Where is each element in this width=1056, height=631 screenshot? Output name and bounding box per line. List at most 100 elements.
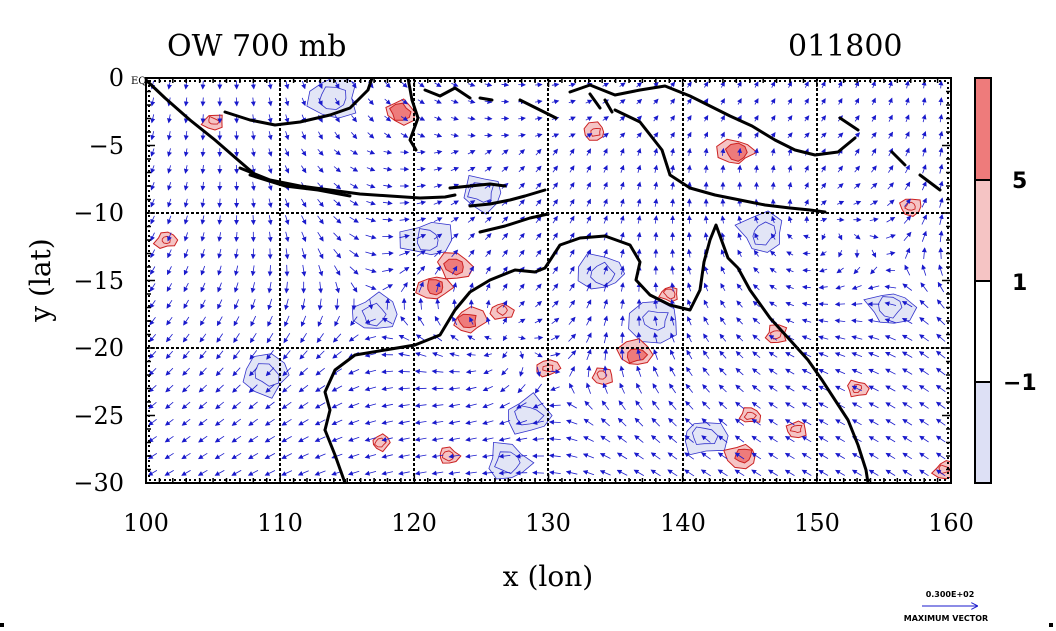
wind-vector <box>735 384 744 393</box>
wind-vector <box>818 335 829 341</box>
wind-vector <box>653 315 659 326</box>
wind-vector <box>499 402 510 409</box>
wind-vector <box>467 150 476 155</box>
wind-vector <box>365 251 377 257</box>
wind-vector <box>267 148 273 157</box>
wind-vector <box>535 182 542 190</box>
wind-vector <box>348 403 360 409</box>
wind-vector <box>835 436 846 443</box>
wind-vector <box>164 435 174 443</box>
wind-vector <box>718 384 727 393</box>
wind-vector <box>737 147 743 156</box>
wind-vector <box>234 265 239 276</box>
wind-vector <box>314 470 326 476</box>
wind-vector <box>871 114 877 122</box>
wind-vector <box>720 81 725 88</box>
wind-vector <box>200 148 206 157</box>
wind-vector <box>751 418 761 426</box>
wind-vector <box>703 265 709 275</box>
wind-vector <box>250 315 257 327</box>
wind-vector <box>399 217 410 223</box>
wind-vector <box>636 132 642 139</box>
wind-vector <box>317 298 323 311</box>
wind-vector <box>350 166 359 172</box>
wind-vector <box>804 182 809 190</box>
wind-vector <box>771 215 776 224</box>
wind-vector <box>351 81 357 89</box>
wind-vector <box>501 232 509 240</box>
wind-vector <box>921 131 927 140</box>
wind-vector <box>364 369 377 375</box>
wind-vector <box>365 217 377 223</box>
wind-vector <box>301 165 307 174</box>
wind-vector <box>870 266 878 275</box>
wind-vector <box>752 284 760 291</box>
wind-vector <box>518 300 525 308</box>
wind-vector <box>166 131 172 141</box>
wind-vector <box>183 198 189 208</box>
wind-vector <box>398 420 410 425</box>
wind-vector <box>586 332 592 343</box>
wind-vector <box>301 131 306 140</box>
wind-vector <box>502 266 508 274</box>
wind-vector <box>416 200 427 206</box>
wind-vector <box>248 384 258 393</box>
wind-vector <box>938 147 944 157</box>
wind-vector <box>670 349 676 360</box>
wind-vector <box>318 264 324 277</box>
wind-vector <box>149 300 156 309</box>
wind-vector <box>500 384 510 393</box>
wind-vector <box>216 333 224 343</box>
wind-vector <box>603 198 608 207</box>
wind-vector <box>834 385 846 392</box>
wind-vector <box>871 148 877 156</box>
wind-vector <box>266 350 274 360</box>
y-tick-label-10: −10 <box>73 199 124 227</box>
negative-ow-contour <box>642 310 669 331</box>
wind-vector <box>619 248 625 258</box>
wind-vector <box>820 250 827 256</box>
wind-vector <box>367 98 374 106</box>
wind-vector <box>670 198 676 207</box>
wind-vector <box>200 114 206 124</box>
wind-vector <box>821 182 827 189</box>
wind-vector <box>568 316 576 325</box>
wind-vector <box>602 382 608 394</box>
wind-vector <box>198 452 208 460</box>
wind-vector <box>603 215 608 224</box>
wind-vector <box>534 383 542 394</box>
negative-ow-contour <box>877 296 903 319</box>
wind-vector <box>248 452 259 460</box>
wind-vector <box>921 181 927 191</box>
wind-vector <box>200 80 206 90</box>
wind-vector <box>603 164 608 173</box>
wind-vector <box>265 367 275 377</box>
wind-vector <box>566 402 577 409</box>
wind-vector <box>636 231 642 241</box>
wind-vector <box>719 316 726 325</box>
wind-vector <box>785 402 795 409</box>
wind-vector <box>182 367 190 376</box>
wind-vector <box>670 332 675 343</box>
wind-vector <box>720 299 726 308</box>
wind-vector <box>768 418 778 426</box>
wind-vector <box>465 369 477 375</box>
y-tick-label-20: −20 <box>73 334 124 362</box>
wind-vector <box>854 114 860 122</box>
wind-vector <box>435 281 441 293</box>
wind-vector <box>619 382 625 394</box>
wind-vector <box>366 149 376 155</box>
wind-vector <box>921 247 927 260</box>
wind-vector <box>349 200 359 206</box>
wind-vector <box>568 99 576 105</box>
wind-vector <box>197 469 208 476</box>
wind-vector <box>398 470 410 476</box>
wind-vector <box>569 249 575 258</box>
wind-vector <box>720 98 725 105</box>
wind-vector <box>181 401 191 410</box>
wind-vector <box>297 453 309 459</box>
wind-vector <box>686 115 692 122</box>
wind-vector <box>820 98 826 105</box>
wind-vector <box>885 234 896 239</box>
wind-vector <box>821 165 826 173</box>
